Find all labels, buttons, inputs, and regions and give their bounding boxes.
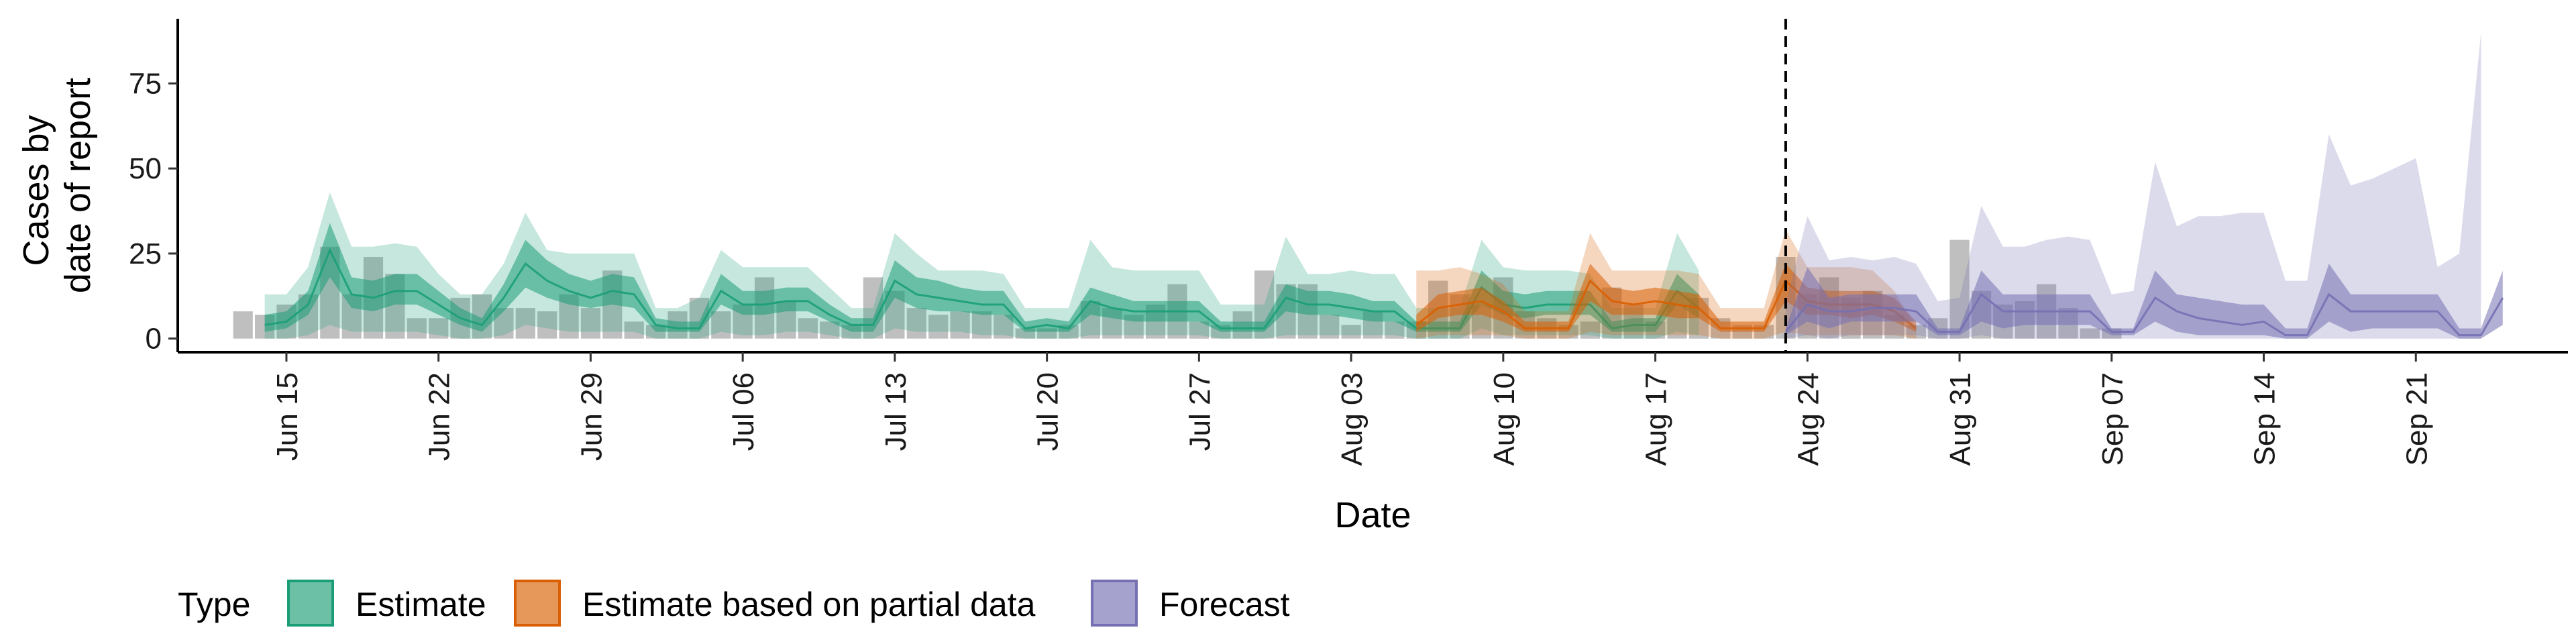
reported-case-bar (2080, 328, 2100, 339)
series-median-line (264, 248, 1700, 330)
estimate-bands (264, 32, 2504, 339)
reported-case-bar (233, 311, 253, 339)
x-tick-label: Jul 20 (1032, 372, 1065, 451)
reported-case-bar (624, 321, 644, 339)
axis-ticks: 0 25 50 75 Jun 15 Jun 22 Jun 29 Jul 06 Jul 13 Jul… (129, 67, 2433, 466)
series-inner-band (1416, 264, 1917, 332)
x-tick-label: Jul 27 (1183, 372, 1216, 451)
x-tick-label: Sep 07 (2096, 372, 2129, 466)
reported-case-bar (580, 308, 601, 339)
reported-case-bar (1341, 325, 1361, 339)
x-axis-title: Date (1334, 495, 1411, 535)
y-tick-label: 75 (129, 67, 162, 100)
series-0 (264, 192, 1700, 339)
y-axis-title-line-1: Cases by (16, 115, 56, 266)
legend-swatch (514, 580, 561, 627)
series-outer-band (1785, 32, 2481, 339)
reported-case-bar (711, 311, 731, 339)
x-tick-label: Jun 29 (575, 372, 608, 461)
reported-case-bar (537, 311, 557, 339)
series-2 (1784, 32, 2504, 339)
x-tick-label: Aug 03 (1336, 372, 1368, 466)
y-axis-title: Cases by date of report (16, 78, 98, 293)
legend-swatch (287, 580, 334, 627)
legend-label: Estimate (356, 586, 486, 623)
y-tick-label: 50 (129, 152, 162, 185)
x-tick-label: Jun 22 (423, 372, 456, 461)
axis-titles: Date Cases by date of report (16, 78, 1411, 535)
legend-swatch (1091, 580, 1138, 627)
y-tick-label: 0 (146, 323, 162, 356)
reported-case-bar (906, 308, 926, 339)
series-inner-band (1785, 264, 2503, 339)
legend-title: Type (178, 586, 250, 623)
reported-case-bar (515, 308, 535, 339)
reported-case-bar (407, 318, 427, 339)
series-median-line (1784, 292, 2504, 337)
reported-case-bar (1580, 321, 1600, 339)
x-tick-label: Aug 10 (1488, 372, 1521, 466)
x-tick-label: Jun 15 (271, 372, 304, 461)
reported-case-bar (928, 315, 949, 339)
series-outer-band (1416, 229, 1917, 339)
x-tick-label: Sep 21 (2400, 372, 2433, 466)
legend-label: Forecast (1159, 586, 1290, 623)
reported-case-bar (429, 318, 449, 339)
y-axis-title-line-2: date of report (58, 78, 98, 293)
x-tick-label: Aug 24 (1792, 372, 1825, 466)
x-tick-label: Sep 14 (2249, 372, 2282, 466)
x-tick-label: Aug 17 (1640, 372, 1673, 466)
x-tick-label: Jul 13 (879, 372, 912, 451)
legend-label: Estimate based on partial data (582, 586, 1036, 623)
y-tick-label: 25 (129, 237, 162, 270)
series-inner-band (264, 223, 1699, 332)
axes (176, 19, 2568, 354)
legend: Type Estimate Estimate based on partial d… (178, 580, 1290, 627)
reported-case-bar (798, 318, 818, 339)
reported-case-bar (950, 311, 970, 339)
x-tick-label: Jul 06 (727, 372, 760, 451)
reported-case-bar (971, 311, 992, 339)
x-tick-label: Aug 31 (1944, 372, 1977, 466)
reported-case-bar (1320, 315, 1340, 339)
